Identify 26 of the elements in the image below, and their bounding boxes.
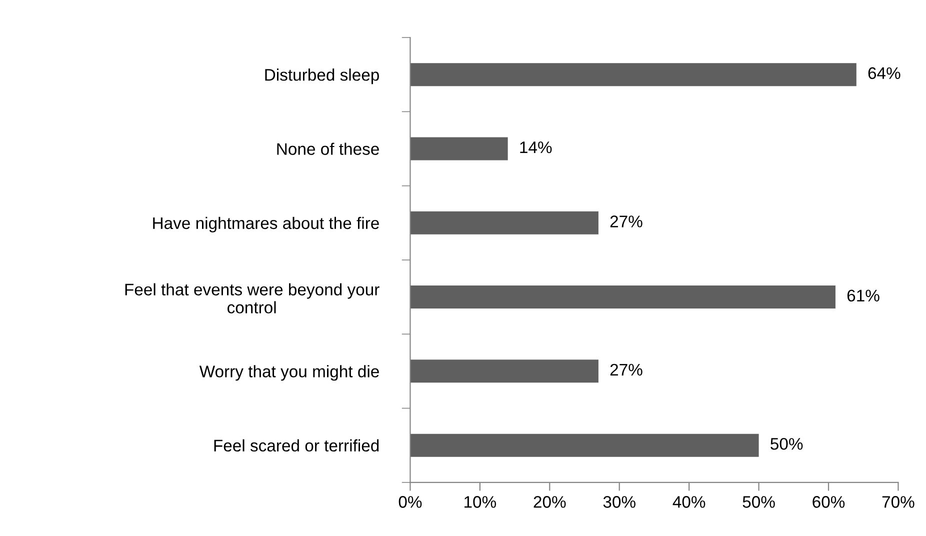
x-tick-label: 0% bbox=[398, 496, 422, 508]
bar bbox=[410, 286, 836, 309]
data-label: 61% bbox=[847, 290, 880, 302]
bar bbox=[410, 360, 598, 383]
bar bbox=[410, 137, 508, 160]
bar bbox=[410, 63, 856, 86]
y-tick-label: None of these bbox=[277, 142, 379, 155]
x-tick-label: 70% bbox=[882, 496, 914, 508]
y-tick-label: Worry that you might die bbox=[199, 365, 379, 381]
y-tick-label: Have nightmares about the fire bbox=[153, 216, 379, 232]
y-tick-label: Disturbed sleep bbox=[265, 68, 379, 84]
x-tick-label: 40% bbox=[672, 496, 706, 508]
data-label: 50% bbox=[770, 438, 803, 450]
x-tick-label: 30% bbox=[603, 496, 636, 508]
data-label: 14% bbox=[520, 141, 552, 154]
bar bbox=[410, 211, 598, 234]
x-tick-label: 20% bbox=[534, 496, 566, 508]
x-tick-label: 50% bbox=[742, 496, 775, 508]
x-tick-label: 10% bbox=[464, 496, 496, 508]
data-label: 64% bbox=[868, 67, 900, 80]
data-label: 27% bbox=[610, 364, 642, 376]
data-label: 27% bbox=[610, 216, 642, 228]
x-tick-label: 60% bbox=[812, 496, 845, 508]
bar bbox=[410, 434, 759, 457]
y-tick-label: Feel that events were beyond your control bbox=[125, 283, 380, 314]
y-tick-label: Feel scared or terrified bbox=[214, 439, 379, 452]
